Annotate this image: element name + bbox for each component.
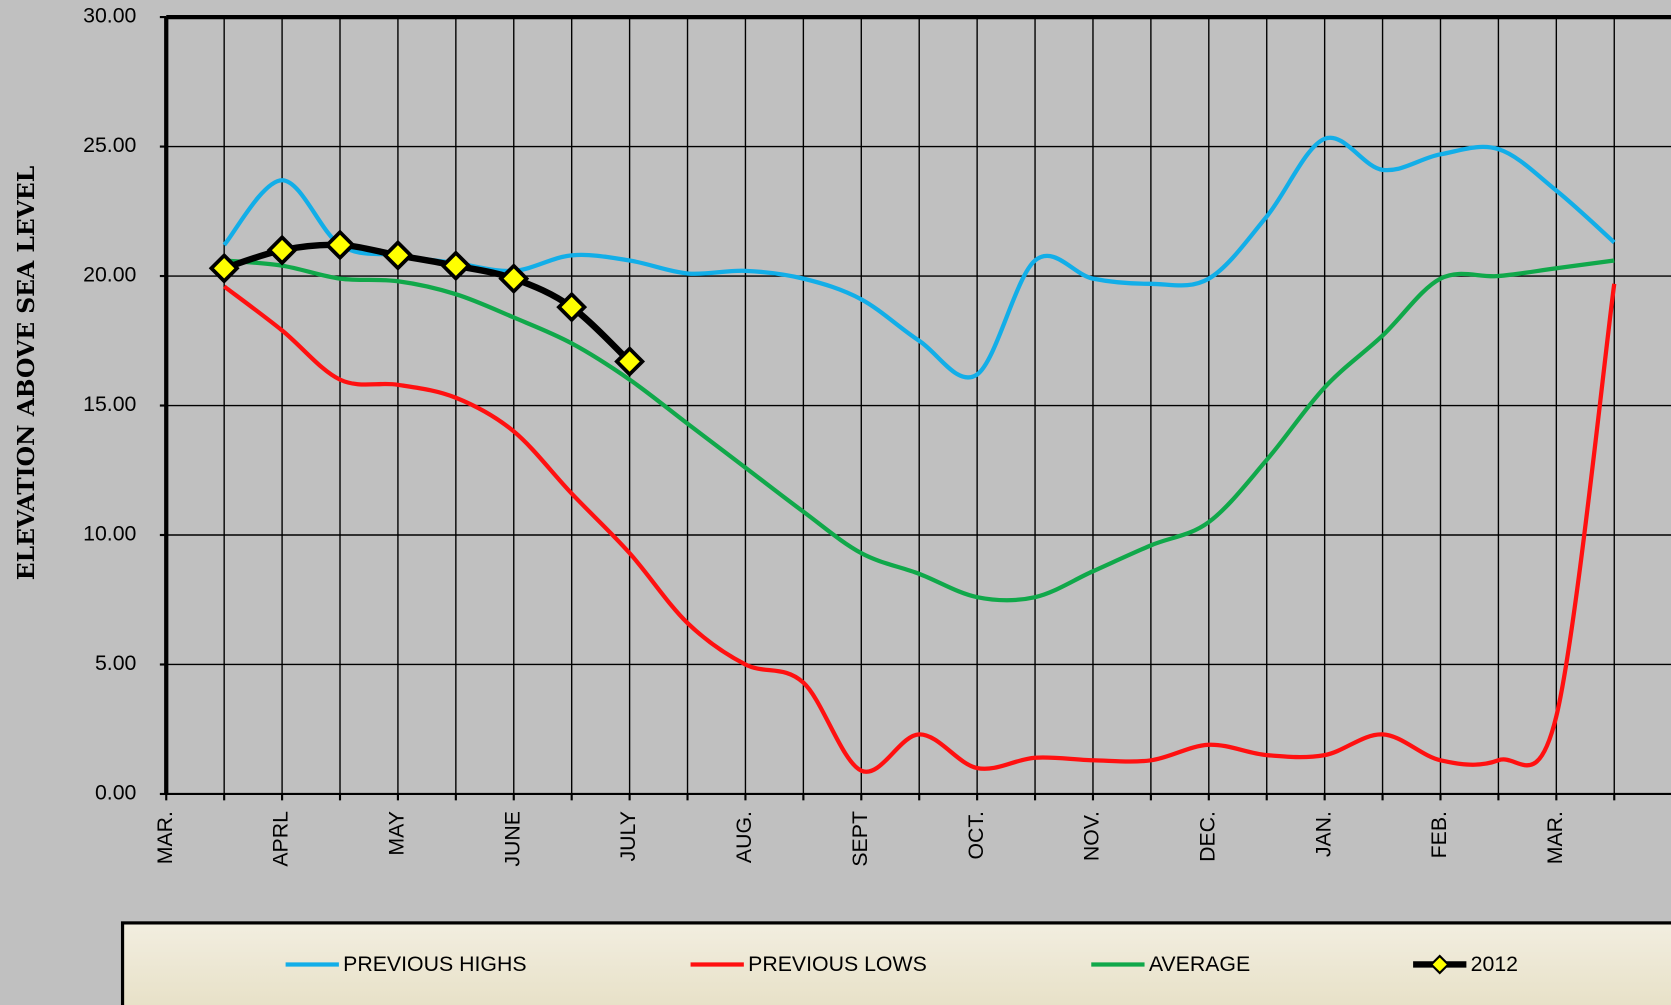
marker xyxy=(324,229,356,261)
x-tick-label: JAN. xyxy=(1311,811,1335,857)
marker xyxy=(440,250,472,282)
marker xyxy=(266,234,298,266)
y-tick-label: 0.00 xyxy=(95,781,137,805)
x-tick-label: APRL xyxy=(269,811,293,867)
y-tick-label: 30.00 xyxy=(83,4,136,28)
series-line xyxy=(222,283,1617,774)
marker xyxy=(614,346,646,377)
x-tick-label: NOV. xyxy=(1080,811,1104,861)
legend-label: PREVIOUS HIGHS xyxy=(343,952,526,976)
x-tick-label: JULY xyxy=(616,811,640,862)
marker xyxy=(556,291,588,323)
series-line xyxy=(223,258,1615,603)
x-tick-label: FEB. xyxy=(1427,811,1451,858)
marker xyxy=(498,263,530,295)
x-tick-label: MAR. xyxy=(153,811,177,864)
legend-marker xyxy=(1429,954,1450,975)
y-tick-label: 15.00 xyxy=(83,392,136,416)
x-tick-label: OCT. xyxy=(964,811,988,860)
legend-label: PREVIOUS LOWS xyxy=(748,952,927,976)
y-tick-label: 10.00 xyxy=(83,522,136,546)
x-tick-label: MAR. xyxy=(1543,811,1567,864)
legend xyxy=(120,921,1671,1005)
y-tick-label: 20.00 xyxy=(83,263,136,287)
x-tick-label: MAY xyxy=(385,811,409,856)
y-tick-label: 5.00 xyxy=(95,651,137,675)
marker xyxy=(208,252,240,284)
marker xyxy=(382,239,414,271)
legend-label: AVERAGE xyxy=(1149,952,1250,976)
y-tick-label: 25.00 xyxy=(83,133,136,157)
x-tick-label: JUNE xyxy=(500,811,524,867)
legend-label: 2012 xyxy=(1471,952,1518,976)
x-tick-label: SEPT xyxy=(848,811,872,867)
x-tick-label: AUG. xyxy=(732,811,756,863)
y-axis-title: ELEVATION ABOVE SEA LEVEL xyxy=(12,166,40,581)
x-tick-label: DEC. xyxy=(1195,811,1219,862)
